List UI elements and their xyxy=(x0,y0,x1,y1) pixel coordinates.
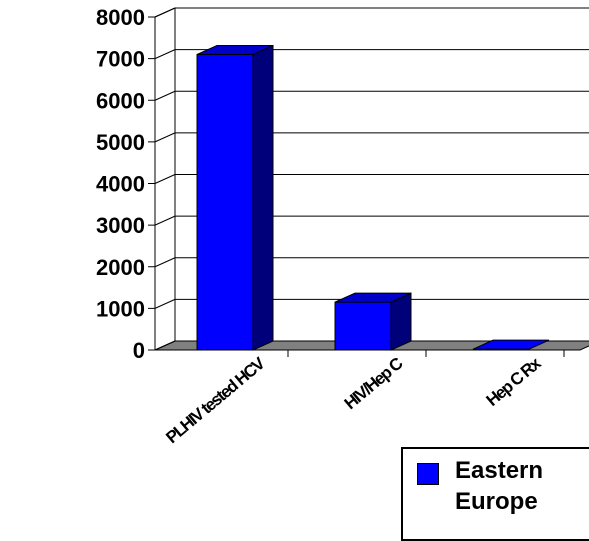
x-category-labels: PLHIV tested HCV HIV/Hep C Hep C Rx xyxy=(162,353,545,447)
bar-top xyxy=(334,292,412,303)
legend-label-eastern-europe: Eastern Europe xyxy=(455,457,544,515)
gridline-connector xyxy=(154,298,176,309)
bar-side xyxy=(390,292,412,351)
x-category-label: HIV/Hep C xyxy=(341,354,407,413)
y-tick-label: 1000 xyxy=(96,296,145,321)
bar xyxy=(196,53,254,351)
y-tick-label: 3000 xyxy=(96,213,145,238)
gridline-connector xyxy=(154,174,176,184)
bar xyxy=(334,301,392,351)
y-tick-label: 5000 xyxy=(96,130,145,155)
legend-swatch xyxy=(417,463,439,485)
y-tick-label: 7000 xyxy=(96,47,145,72)
axes xyxy=(148,7,565,357)
gridline-connector xyxy=(154,132,176,143)
y-tick-label: 2000 xyxy=(96,255,145,280)
bar-side xyxy=(252,44,274,351)
gridline-connector xyxy=(154,257,176,268)
gridline-connector xyxy=(154,90,176,101)
bar-chart: 0 1000 2000 3000 4000 5000 6000 7000 8000 PLHIV … xyxy=(96,5,589,447)
bar-top xyxy=(196,44,274,55)
x-category-label: Hep C Rx xyxy=(483,353,545,410)
legend: Eastern Europe xyxy=(401,447,589,541)
gridline-connector xyxy=(154,215,176,226)
gridline-connector xyxy=(154,340,176,351)
y-tick-label: 4000 xyxy=(96,172,145,197)
y-tick-labels: 0 1000 2000 3000 4000 5000 6000 7000 8000 xyxy=(96,5,145,363)
gridline-connector xyxy=(154,49,176,60)
y-tick-label: 0 xyxy=(133,338,145,363)
wall-top-edge xyxy=(154,7,176,18)
y-tick-label: 6000 xyxy=(96,88,145,113)
bars xyxy=(196,44,550,351)
y-tick-label: 8000 xyxy=(96,5,145,30)
x-category-label: PLHIV tested HCV xyxy=(162,353,269,447)
bar-top xyxy=(472,339,550,350)
